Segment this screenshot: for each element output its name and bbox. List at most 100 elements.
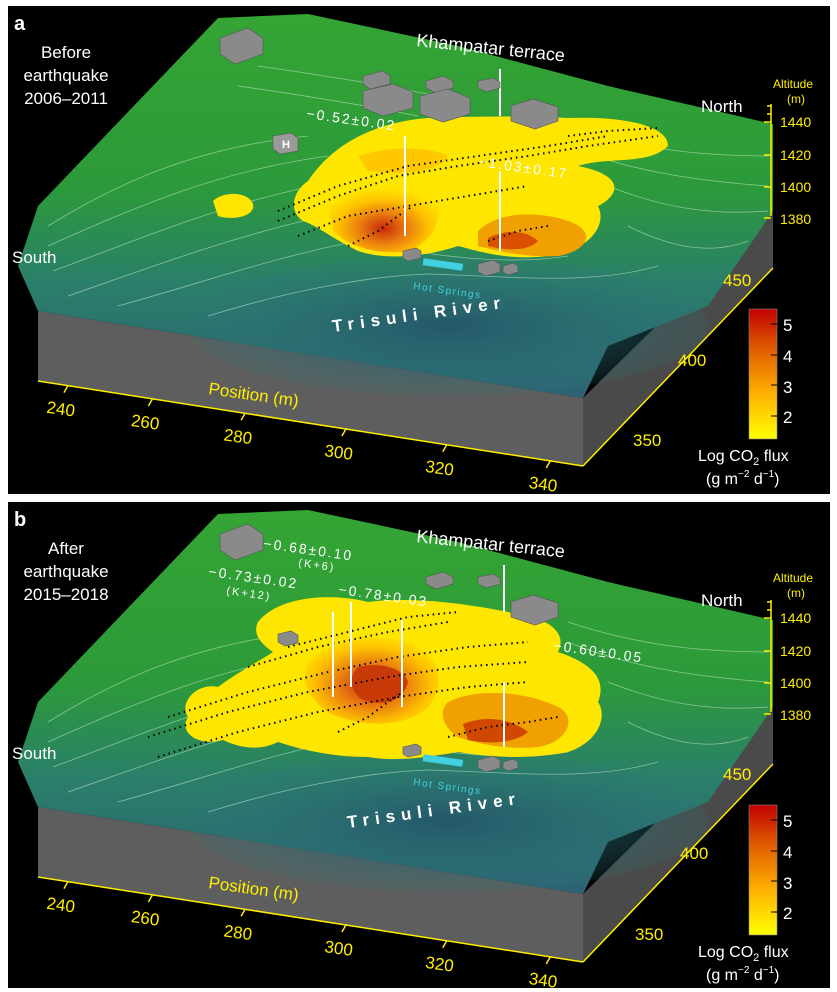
colorbar-title-tail: flux bbox=[759, 448, 788, 465]
x-tick-mark bbox=[240, 412, 246, 421]
x-tick-mark bbox=[147, 894, 154, 903]
profile-sublabel-1: (K+6) bbox=[298, 557, 337, 574]
colorbar-tick: 2 bbox=[783, 904, 792, 923]
x-tick-mark bbox=[63, 385, 69, 394]
y-axis-line bbox=[582, 267, 774, 467]
building bbox=[477, 755, 501, 773]
buildings bbox=[219, 27, 559, 277]
building bbox=[402, 247, 422, 262]
colorbar-unit-main: (g m bbox=[706, 967, 738, 984]
hot-springs-marker bbox=[422, 754, 464, 767]
colorbar-ticks bbox=[771, 323, 777, 417]
helipad-icon bbox=[272, 132, 299, 155]
building bbox=[477, 77, 501, 93]
colorbar-tick: 4 bbox=[783, 843, 792, 862]
y-tick: 400 bbox=[678, 351, 706, 370]
x-axis-ticks: 240 260 280 300 320 340 bbox=[45, 881, 558, 988]
colorbar-tick: 2 bbox=[783, 408, 792, 427]
colorbar-unit-mid: d bbox=[749, 471, 762, 488]
altitude-tick: 1380 bbox=[780, 211, 811, 227]
period-line-1: After bbox=[48, 539, 84, 558]
panel-letter: b bbox=[14, 509, 26, 531]
building bbox=[219, 27, 264, 65]
building bbox=[362, 83, 414, 117]
x-tick-mark bbox=[442, 444, 448, 453]
x-tick-mark bbox=[341, 924, 347, 933]
x-tick-label: 300 bbox=[323, 441, 354, 464]
colorbar-tick: 5 bbox=[783, 316, 792, 335]
x-tick-label: 300 bbox=[323, 937, 354, 960]
colorbar-unit-mid: d bbox=[749, 967, 762, 984]
altitude-unit: (m) bbox=[787, 586, 805, 600]
river-valley bbox=[188, 256, 708, 396]
colorbar-unit: (g m−2 d−1) bbox=[706, 469, 779, 488]
period-line-1: Before bbox=[41, 43, 91, 62]
building bbox=[425, 75, 454, 94]
y-tick: 450 bbox=[723, 765, 751, 784]
altitude-tick: 1400 bbox=[780, 179, 811, 195]
altitude-tick: 1440 bbox=[780, 610, 811, 626]
panel-letter: a bbox=[14, 13, 26, 35]
colorbar-title-main: Log CO bbox=[698, 944, 753, 961]
x-tick-label: 240 bbox=[45, 894, 76, 917]
y-tick: 350 bbox=[633, 431, 661, 450]
x-tick-mark bbox=[63, 881, 69, 890]
building bbox=[277, 630, 299, 647]
colorbar-title-sub: 2 bbox=[753, 456, 759, 468]
altitude-tick: 1420 bbox=[780, 643, 811, 659]
x-tick-mark bbox=[341, 428, 347, 437]
building bbox=[510, 594, 559, 626]
colorbar-unit-exp: −2 bbox=[738, 965, 750, 976]
buildings bbox=[219, 523, 559, 773]
x-tick-label: 260 bbox=[130, 907, 161, 930]
measurement-points bbox=[277, 127, 659, 247]
altitude-tick: 1400 bbox=[780, 675, 811, 691]
river-valley bbox=[188, 752, 708, 892]
y-tick: 450 bbox=[723, 271, 751, 290]
y-tick: 350 bbox=[635, 925, 663, 944]
x-axis-ticks: 240 260 280 300 320 340 bbox=[45, 385, 558, 494]
map-3d-after: Hot Springs Trisuli River −0.68±0.10 (K+… bbox=[12, 509, 813, 988]
colorbar-unit-exp: −1 bbox=[763, 965, 775, 976]
colorbar-unit-tail: ) bbox=[774, 471, 779, 488]
altitude-ticks bbox=[764, 105, 771, 219]
building bbox=[477, 259, 501, 277]
altitude-ticks bbox=[764, 601, 771, 715]
map-3d-before: H Hot Springs Trisuli River −0.52±0.02 −… bbox=[12, 13, 813, 494]
x-tick-label: 260 bbox=[130, 411, 161, 434]
period-line-2: earthquake bbox=[23, 66, 108, 85]
south-label: South bbox=[12, 744, 56, 763]
x-tick-mark bbox=[545, 956, 551, 965]
block-front-wall bbox=[38, 311, 583, 466]
x-axis-line bbox=[37, 380, 584, 467]
altitude-title: Altitude bbox=[773, 77, 813, 91]
colorbar bbox=[748, 804, 778, 936]
x-tick-label: 280 bbox=[223, 921, 254, 944]
colorbar-tick: 3 bbox=[783, 378, 792, 397]
building bbox=[477, 573, 501, 589]
x-tick-label: 240 bbox=[45, 398, 76, 421]
panel-a: H Hot Springs Trisuli River −0.52±0.02 −… bbox=[8, 6, 830, 494]
y-tick: 400 bbox=[680, 844, 708, 863]
building bbox=[219, 523, 264, 561]
colorbar-tick: 3 bbox=[783, 874, 792, 893]
building bbox=[362, 70, 391, 90]
period-line-3: 2015–2018 bbox=[23, 585, 108, 604]
block-front-wall bbox=[38, 807, 583, 962]
colorbar-unit-exp: −1 bbox=[763, 469, 775, 480]
colorbar-unit: (g m−2 d−1) bbox=[706, 965, 779, 984]
altitude-tick: 1420 bbox=[780, 147, 811, 163]
x-tick-label: 320 bbox=[424, 457, 455, 480]
x-tick-mark bbox=[240, 908, 246, 917]
colorbar-unit-main: (g m bbox=[706, 471, 738, 488]
south-label: South bbox=[12, 248, 56, 267]
helipad-label: H bbox=[282, 139, 290, 151]
x-tick-mark bbox=[442, 940, 448, 949]
altitude-title: Altitude bbox=[773, 571, 813, 585]
x-tick-label: 280 bbox=[223, 425, 254, 448]
colorbar-title: Log CO2 flux bbox=[698, 944, 789, 964]
y-axis-line bbox=[582, 763, 774, 963]
north-label: North bbox=[701, 591, 743, 610]
building bbox=[510, 98, 559, 130]
measurement-points bbox=[147, 611, 559, 758]
